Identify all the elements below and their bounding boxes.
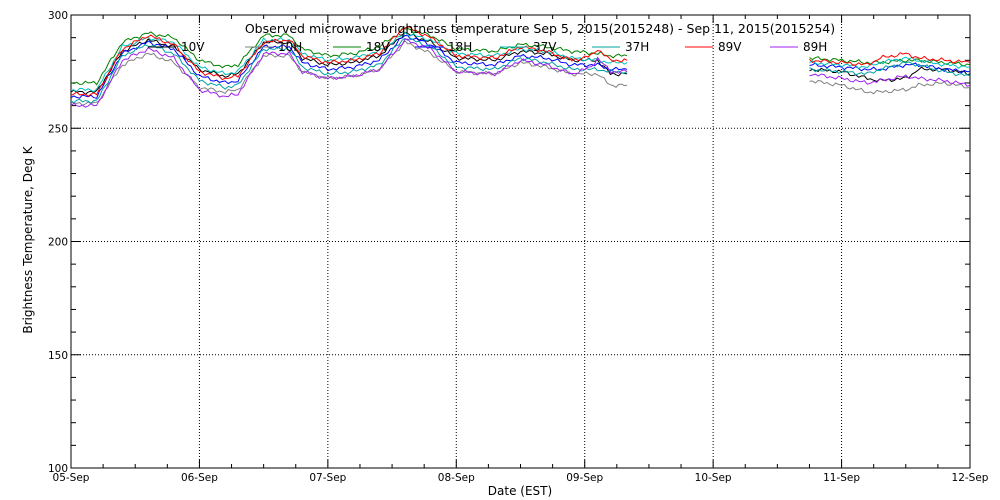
series-line-89h: [809, 73, 971, 87]
y-tick-label: 150: [48, 350, 68, 362]
series-line-89v: [809, 52, 971, 66]
x-axis-label: Date (EST): [488, 484, 552, 498]
legend-label-10v: 10V: [181, 40, 205, 54]
x-tick-label: 06-Sep: [181, 472, 218, 484]
y-tick-label: 250: [48, 123, 68, 135]
x-tick-label: 09-Sep: [566, 472, 603, 484]
y-tick-label: 200: [48, 237, 68, 249]
x-tick-label: 07-Sep: [309, 472, 346, 484]
legend-label-18v: 18V: [366, 40, 390, 54]
series-line-37v: [809, 56, 971, 70]
x-tick-label: 08-Sep: [438, 472, 475, 484]
grid: [71, 15, 970, 468]
series-line-89h: [70, 38, 628, 108]
series-line-18h: [70, 34, 628, 99]
legend-label-89v: 89V: [718, 40, 742, 54]
x-tick-label: 11-Sep: [823, 472, 860, 484]
series-line-10v: [809, 66, 971, 83]
series-lines: [70, 25, 971, 108]
chart-title: Observed microwave brightness temperatur…: [245, 21, 835, 36]
series-line-37h: [70, 37, 628, 104]
series-line-18v: [70, 28, 628, 86]
legend-label-37h: 37H: [625, 40, 649, 54]
series-line-10v: [70, 31, 628, 95]
x-tick-label: 12-Sep: [952, 472, 989, 484]
y-tick-label: 100: [48, 463, 68, 475]
axis-ticks: [70, 14, 971, 469]
legend-label-10h: 10H: [278, 40, 302, 54]
legend-label-37v: 37V: [533, 40, 557, 54]
legend-label-18h: 18H: [448, 40, 472, 54]
tick-labels: 05-Sep 06-Sep 07-Sep 08-Sep 09-Sep 10-Sep 11-S…: [48, 10, 989, 484]
y-axis-label: Brightness Temperature, Deg K: [21, 145, 35, 333]
x-tick-label: 10-Sep: [695, 472, 732, 484]
legend-label-89h: 89H: [803, 40, 827, 54]
x-tick-label: 05-Sep: [53, 472, 90, 484]
series-line-37h: [809, 61, 971, 77]
series-line-10h: [809, 79, 971, 95]
series-line-18v: [809, 56, 971, 67]
series-line-89v: [70, 25, 628, 97]
y-tick-label: 300: [48, 10, 68, 22]
legend: 10V 10H 18V 18H 37V 37H 89V 89H: [148, 40, 827, 54]
series-line-10h: [70, 40, 628, 106]
